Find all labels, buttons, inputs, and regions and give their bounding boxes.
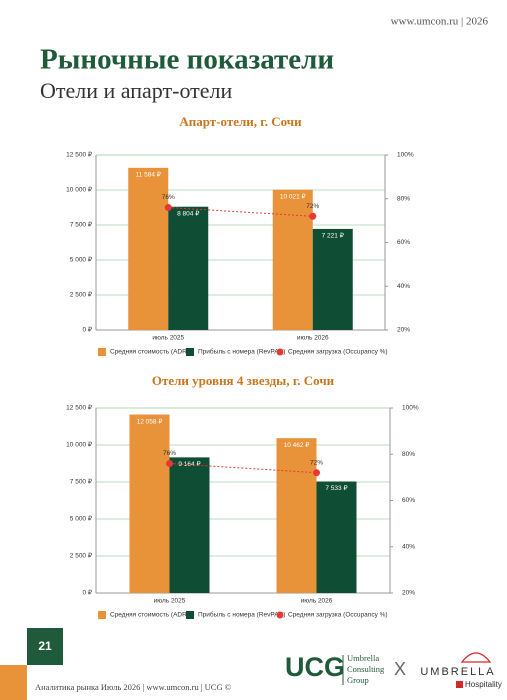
bar [168, 206, 209, 330]
y2-tick-label: 80% [402, 451, 415, 458]
legend-label: Средняя стоимость (ADR) [110, 349, 189, 356]
occupancy-line [168, 207, 313, 217]
occupancy-line [169, 463, 317, 474]
x-tick-label: июль 2026 [297, 335, 329, 342]
bar [129, 414, 170, 593]
legend-marker [186, 611, 194, 619]
value-label: 76% [162, 194, 175, 201]
logo: UCG [285, 652, 345, 682]
corner-block [0, 665, 27, 700]
y-tick-label: 2 500 ₽ [70, 552, 93, 560]
y-tick-label: 5 000 ₽ [70, 256, 93, 264]
legend-label: Средняя стоимость (ADR) [110, 612, 189, 619]
company-line: Group [347, 675, 369, 685]
footer-text: Аналитика рынка Июль 2026 | www.umcon.ru… [35, 682, 232, 692]
legend-marker [186, 348, 194, 356]
value-label: 76% [163, 450, 176, 457]
chart-title: Отели уровня 4 звезды, г. Сочи [152, 373, 335, 388]
bar [272, 189, 313, 330]
y-tick-label: 10 000 ₽ [66, 186, 93, 194]
x-tick-label: июль 2025 [154, 598, 186, 605]
y2-tick-label: 40% [397, 283, 410, 290]
value-label: 72% [310, 459, 323, 466]
y2-tick-label: 100% [402, 405, 419, 412]
cross: X [394, 659, 406, 679]
value-label: 8 804 ₽ [177, 209, 200, 217]
y2-tick-label: 80% [397, 195, 410, 202]
page-title: Рыночные показатели [40, 44, 334, 76]
page-subtitle: Отели и апарт-отели [40, 78, 233, 103]
umbrella-icon [460, 652, 492, 663]
occupancy-point [309, 212, 317, 220]
y2-tick-label: 60% [397, 239, 410, 246]
bar [316, 481, 357, 593]
y2-tick-label: 20% [397, 327, 410, 334]
value-label: 7 533 ₽ [325, 484, 348, 492]
legend-marker [98, 348, 106, 356]
value-label: 7 221 ₽ [322, 232, 345, 240]
legend-marker [276, 611, 284, 619]
flag-icon [456, 681, 463, 688]
y-tick-label: 2 500 ₽ [70, 291, 93, 299]
chart-title: Апарт-отели, г. Сочи [179, 114, 302, 129]
x-tick-label: июль 2026 [301, 598, 333, 605]
bar [276, 438, 317, 593]
bar [312, 228, 353, 330]
y2-tick-label: 60% [402, 497, 415, 504]
legend-marker [98, 611, 106, 619]
y-tick-label: 0 ₽ [82, 326, 92, 334]
y2-tick-label: 20% [402, 590, 415, 597]
partner: UMBRELLA [420, 666, 495, 678]
company-line: Umbrella [347, 653, 379, 663]
x-tick-label: июль 2025 [152, 335, 184, 342]
legend-label: Прибыль с номера (RevPAR) [198, 348, 285, 356]
y-tick-label: 12 500 ₽ [66, 151, 93, 159]
partner-sub: Hospitality [465, 680, 502, 689]
bar [128, 167, 169, 330]
company-line: Consulting [347, 664, 385, 674]
occupancy-point [166, 460, 173, 467]
y-tick-label: 10 000 ₽ [66, 441, 93, 449]
value-label: 10 462 ₽ [284, 441, 311, 449]
legend-label: Прибыль с номера (RevPAR) [198, 611, 285, 619]
page-number: 21 [38, 639, 52, 653]
y2-tick-label: 40% [402, 543, 415, 550]
y-tick-label: 7 500 ₽ [70, 478, 93, 486]
legend-label: Средняя загрузка (Occupancy %) [288, 349, 388, 356]
y-tick-label: 0 ₽ [82, 589, 92, 597]
page-badge [27, 628, 63, 665]
value-label: 11 584 ₽ [136, 171, 162, 179]
y-tick-label: 5 000 ₽ [70, 515, 93, 523]
legend-label: Средняя загрузка (Occupancy %) [288, 612, 388, 619]
y-tick-label: 7 500 ₽ [70, 221, 93, 229]
value-label: 12 058 ₽ [137, 417, 164, 425]
y-tick-label: 12 500 ₽ [66, 404, 93, 412]
y2-tick-label: 100% [397, 152, 414, 159]
site-header: www.umcon.ru | 2026 [391, 16, 489, 28]
bar [169, 457, 210, 593]
value-label: 9 164 ₽ [178, 460, 201, 468]
occupancy-point [313, 469, 320, 477]
value-label: 10 021 ₽ [280, 192, 307, 200]
legend-marker [276, 348, 284, 356]
occupancy-point [164, 204, 172, 211]
value-label: 72% [306, 203, 319, 210]
charts: Апарт-отели, г. Сочи 0 ₽ 2 500 ₽ 5 000 ₽ 7 5… [66, 114, 419, 619]
